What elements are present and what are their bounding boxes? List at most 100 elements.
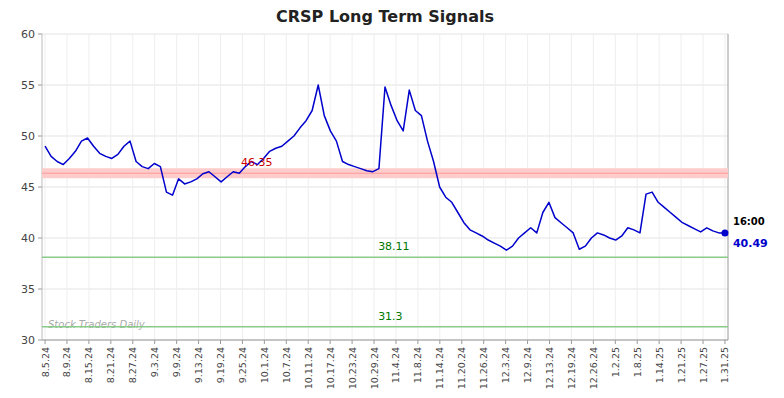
x-tick-label: 8.21.24 — [105, 347, 116, 383]
x-tick — [483, 340, 484, 344]
y-tick-label: 50 — [21, 130, 35, 143]
x-tick-label: 12.19.24 — [566, 347, 577, 389]
y-tick-label: 35 — [21, 283, 35, 296]
x-grid-line — [308, 34, 309, 340]
x-tick-label: 11.4.24 — [390, 347, 401, 383]
x-tick-label: 1.2.25 — [610, 347, 621, 377]
y-tick — [38, 289, 42, 290]
y-grid-line — [42, 238, 728, 239]
x-tick-label: 12.3.24 — [500, 347, 511, 383]
x-grid-line — [264, 34, 265, 340]
x-tick — [681, 340, 682, 344]
x-tick — [45, 340, 46, 344]
x-grid-line — [724, 34, 725, 340]
x-tick — [417, 340, 418, 344]
right-axis — [728, 34, 729, 340]
x-tick-label: 9.9.24 — [171, 347, 182, 377]
x-tick-label: 8.5.24 — [40, 347, 51, 377]
x-grid-line — [242, 34, 243, 340]
y-tick — [38, 238, 42, 239]
x-tick-label: 12.26.24 — [588, 347, 599, 389]
x-tick — [461, 340, 462, 344]
grid — [42, 34, 728, 340]
y-tick — [38, 340, 42, 341]
x-grid-line — [483, 34, 484, 340]
x-tick — [637, 340, 638, 344]
x-axis — [42, 340, 728, 341]
y-tick — [38, 136, 42, 137]
x-tick-label: 10.29.24 — [369, 347, 380, 389]
x-tick — [286, 340, 287, 344]
x-grid-line — [395, 34, 396, 340]
x-tick — [659, 340, 660, 344]
x-tick-label: 12.9.24 — [522, 347, 533, 383]
x-grid-line — [220, 34, 221, 340]
x-tick-label: 1.31.25 — [719, 347, 730, 383]
x-tick — [549, 340, 550, 344]
x-tick — [395, 340, 396, 344]
x-tick-label: 10.1.24 — [259, 347, 270, 383]
x-grid-line — [659, 34, 660, 340]
x-grid-line — [703, 34, 704, 340]
price-line — [45, 85, 725, 250]
x-grid-line — [637, 34, 638, 340]
x-tick-label: 9.3.24 — [149, 347, 160, 377]
y-grid-line — [42, 136, 728, 137]
x-grid-line — [66, 34, 67, 340]
chart: CRSP Long Term Signals303540455055608.5.… — [0, 0, 784, 398]
x-grid-line — [352, 34, 353, 340]
x-tick — [198, 340, 199, 344]
x-tick-label: 8.27.24 — [127, 347, 138, 383]
reference-label: 31.3 — [378, 310, 403, 323]
y-tick-label: 45 — [21, 181, 35, 194]
x-grid-line — [132, 34, 133, 340]
x-tick — [110, 340, 111, 344]
x-tick-label: 10.17.24 — [325, 347, 336, 389]
x-tick-label: 10.11.24 — [303, 347, 314, 389]
x-tick-label: 8.15.24 — [83, 347, 94, 383]
x-tick — [66, 340, 67, 344]
x-tick-label: 1.14.25 — [654, 347, 665, 383]
x-tick-label: 11.26.24 — [478, 347, 489, 389]
reference-line — [42, 256, 728, 258]
x-tick-label: 11.8.24 — [412, 347, 423, 383]
x-tick — [264, 340, 265, 344]
last-point — [721, 230, 728, 237]
x-tick-label: 11.20.24 — [456, 347, 467, 389]
y-tick-label: 60 — [21, 28, 35, 41]
reference-band — [42, 168, 728, 178]
x-tick — [724, 340, 725, 344]
x-grid-line — [374, 34, 375, 340]
watermark: Stock Traders Daily — [48, 319, 146, 330]
y-tick-label: 30 — [21, 334, 35, 347]
x-tick-label: 11.14.24 — [434, 347, 445, 389]
x-tick — [439, 340, 440, 344]
x-tick-label: 9.25.24 — [237, 347, 248, 383]
y-tick-label: 55 — [21, 79, 35, 92]
x-tick — [154, 340, 155, 344]
x-grid-line — [417, 34, 418, 340]
title: CRSP Long Term Signals — [276, 7, 494, 26]
x-tick-label: 1.21.25 — [676, 347, 687, 383]
x-grid-line — [461, 34, 462, 340]
x-grid-line — [45, 34, 46, 340]
x-tick-label: 8.9.24 — [61, 347, 72, 377]
x-tick — [308, 340, 309, 344]
y-grid-line — [42, 340, 728, 341]
x-grid-line — [286, 34, 287, 340]
x-tick — [220, 340, 221, 344]
y-axis — [42, 34, 43, 340]
x-grid-line — [571, 34, 572, 340]
x-grid-line — [154, 34, 155, 340]
x-tick-label: 1.27.25 — [698, 347, 709, 383]
last-price-label: 40.49 — [733, 237, 768, 250]
x-grid-line — [330, 34, 331, 340]
x-grid-line — [505, 34, 506, 340]
x-tick — [374, 340, 375, 344]
x-grid-line — [593, 34, 594, 340]
x-tick-label: 9.13.24 — [193, 347, 204, 383]
x-grid-line — [88, 34, 89, 340]
plot-area — [42, 85, 728, 327]
x-tick — [176, 340, 177, 344]
x-tick — [703, 340, 704, 344]
